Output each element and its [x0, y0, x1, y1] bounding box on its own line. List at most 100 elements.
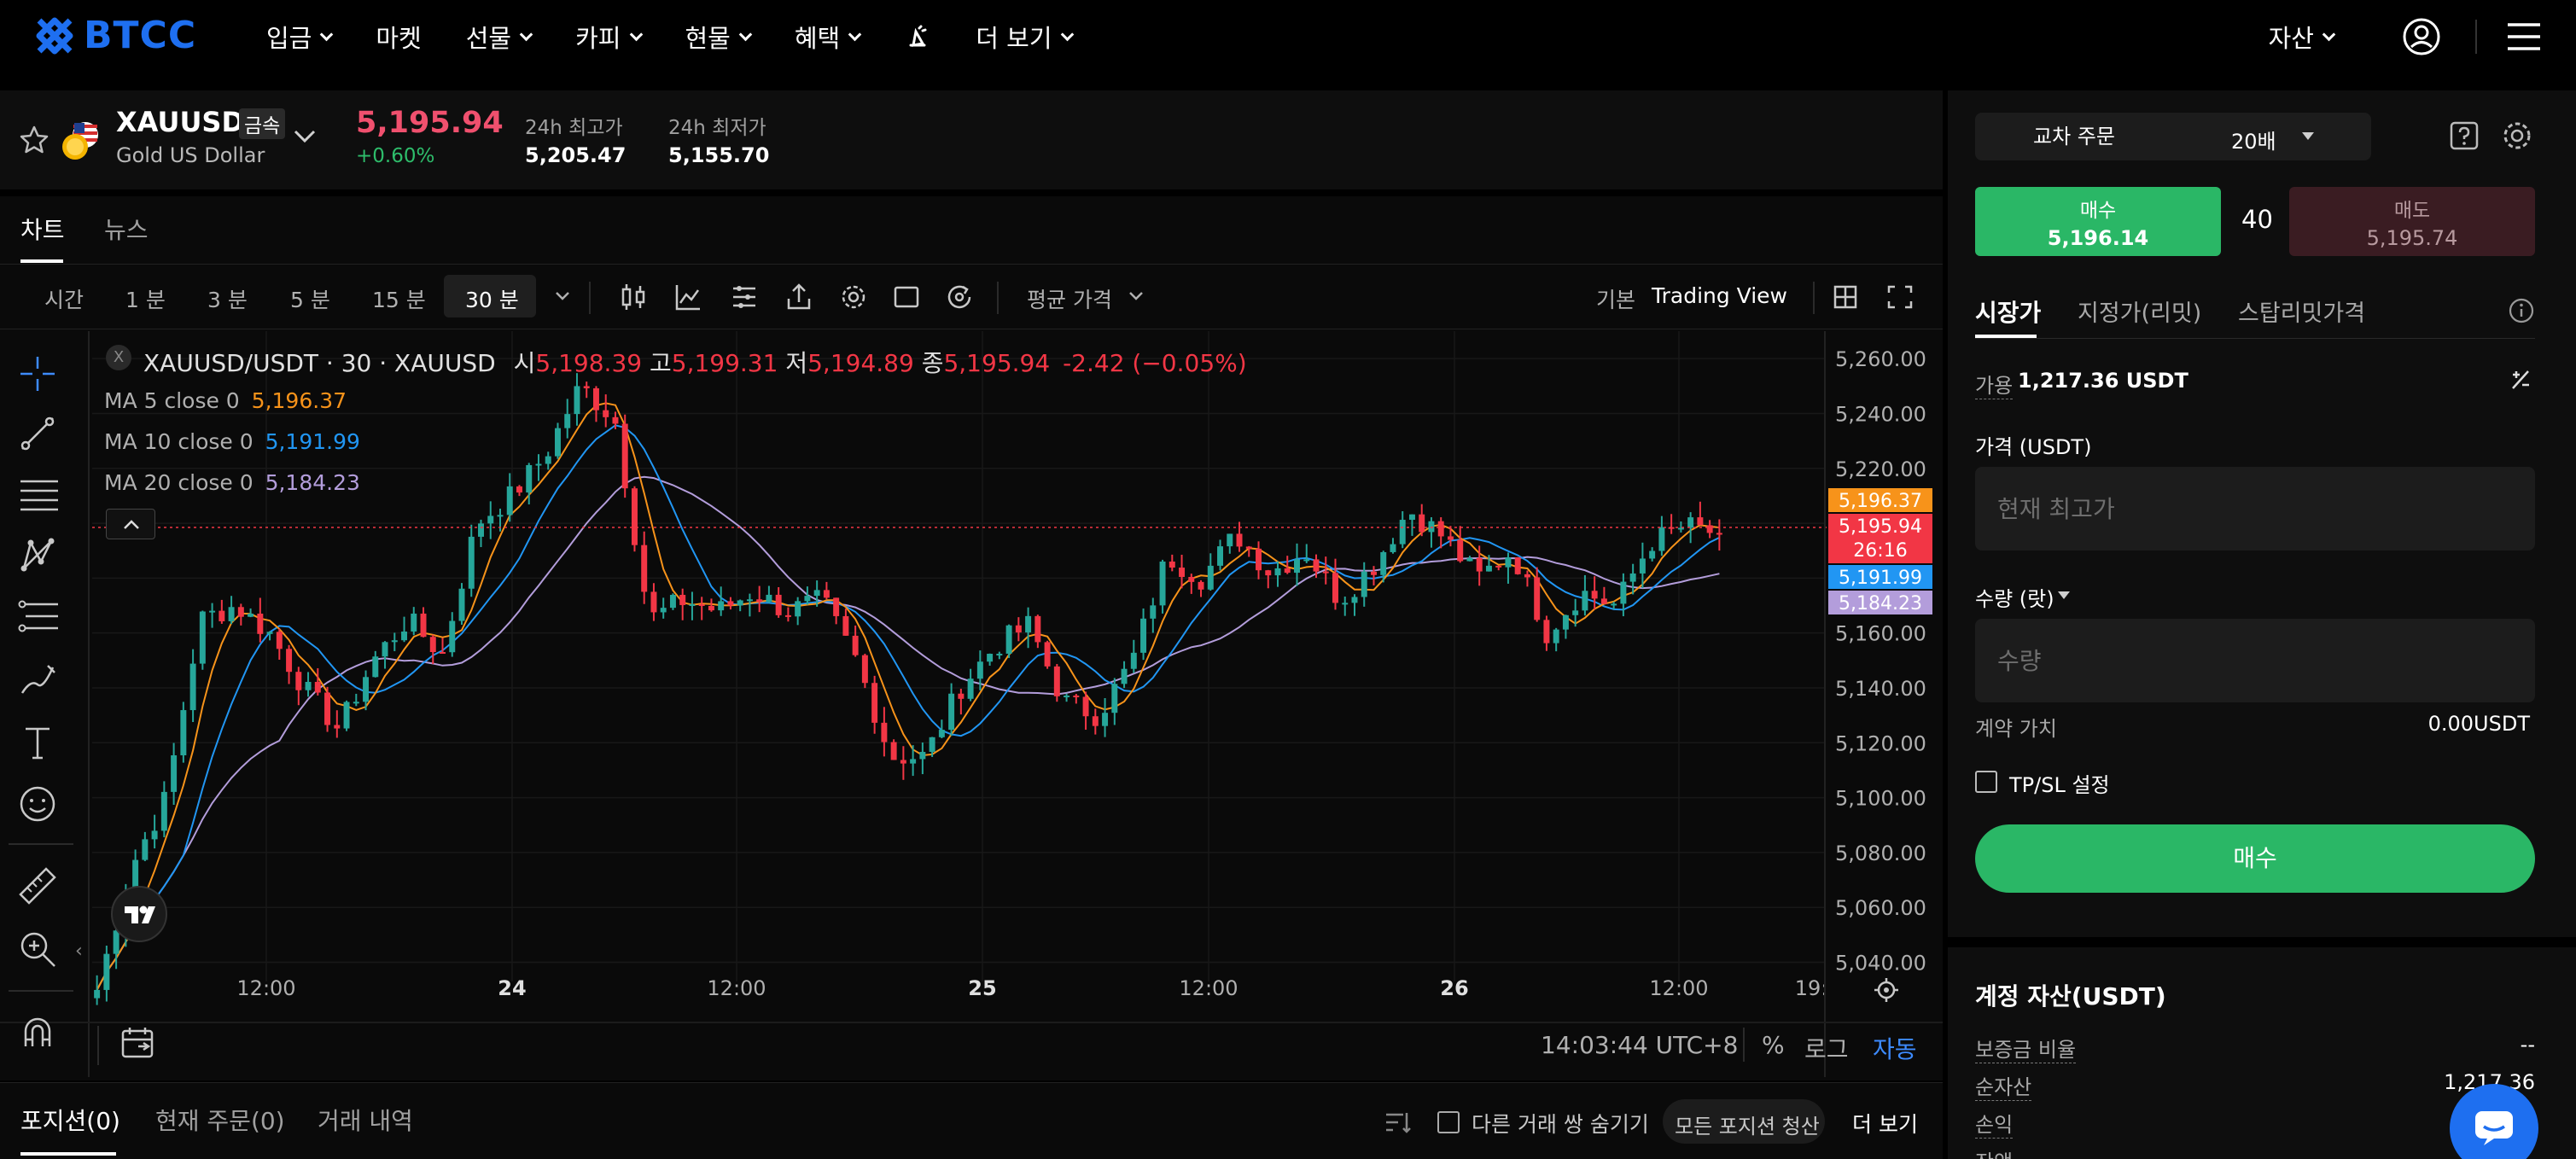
- leverage-button[interactable]: 20배: [2173, 113, 2371, 160]
- tab-news[interactable]: 뉴스: [104, 216, 149, 244]
- hide-other-pairs-checkbox[interactable]: [1437, 1111, 1460, 1133]
- nav-magic[interactable]: [904, 23, 931, 50]
- tab-positions[interactable]: 포지션(0): [20, 1107, 120, 1135]
- sort-filter-icon[interactable]: [1383, 1108, 1412, 1137]
- price-type-select[interactable]: 평균 가격: [1027, 288, 1112, 312]
- collapse-legend-button[interactable]: [106, 509, 155, 539]
- info-circle-icon[interactable]: [2508, 297, 2535, 324]
- price-input[interactable]: [1975, 467, 2535, 550]
- share-export-icon[interactable]: [785, 282, 813, 312]
- templates-list-icon[interactable]: [731, 282, 758, 312]
- order-type-stop-limit[interactable]: 스탑리밋가격: [2238, 300, 2366, 327]
- crosshair-icon[interactable]: [17, 353, 58, 394]
- support-chat-button[interactable]: [2450, 1084, 2538, 1159]
- candle-type-icon[interactable]: [620, 282, 647, 312]
- close-indicator-icon[interactable]: X: [106, 345, 131, 370]
- close-all-positions-button[interactable]: 모든 포지션 청산: [1663, 1099, 1825, 1144]
- text-tool-icon[interactable]: [17, 722, 58, 763]
- tpsl-checkbox[interactable]: [1975, 771, 1997, 793]
- candle-up: [1351, 597, 1358, 603]
- help-question-icon[interactable]: [2448, 119, 2480, 152]
- legend-close-label: 종: [921, 349, 944, 377]
- top-navigation: BTCC 입금 마켓 선물 카피 현물 혜택 더 보기 자산: [0, 0, 2576, 73]
- timeframe-dropdown-chevron-icon[interactable]: [553, 287, 572, 306]
- replay-icon[interactable]: [946, 282, 973, 312]
- order-type-limit[interactable]: 지정가(리밋): [2078, 300, 2202, 327]
- margin-mode-selector: 교차 주문 20배: [1975, 113, 2371, 160]
- pattern-tool-icon[interactable]: [17, 534, 58, 575]
- tab-open-orders[interactable]: 현재 주문(0): [155, 1107, 285, 1135]
- legend-low: 5,194.89: [807, 349, 914, 377]
- timeframe-time[interactable]: 시간: [44, 288, 85, 312]
- quantity-unit-selector[interactable]: 수량 (랏): [1975, 582, 2070, 612]
- price-type-chevron-icon[interactable]: [1127, 287, 1145, 306]
- timeframe-3m[interactable]: 3 분: [207, 288, 248, 312]
- auto-scale-toggle[interactable]: 자동: [1873, 1035, 1917, 1063]
- view-tradingview[interactable]: Trading View: [1652, 283, 1787, 308]
- candle-up: [1102, 713, 1109, 726]
- settings-gear-icon[interactable]: [2501, 119, 2533, 152]
- main-menu: 입금 마켓 선물 카피 현물 혜택 더 보기: [266, 0, 1116, 73]
- tab-chart[interactable]: 차트: [20, 216, 65, 244]
- price-badge: [1828, 488, 1932, 512]
- btcc-logo[interactable]: BTCC: [34, 14, 196, 57]
- transfer-percent-icon[interactable]: [2508, 367, 2533, 393]
- layout-grid-icon[interactable]: [1832, 282, 1859, 312]
- positions-more-link[interactable]: 더 보기: [1852, 1112, 1918, 1137]
- price-chart[interactable]: 5,260.005,240.005,220.005,200.005,180.00…: [0, 331, 1943, 1080]
- y-tick-label: 5,060.00: [1835, 896, 1926, 920]
- timeframe-5m[interactable]: 5 분: [290, 288, 330, 312]
- date-range-calendar-icon[interactable]: [119, 1024, 157, 1062]
- expand-icon[interactable]: [1886, 282, 1914, 312]
- ruler-icon[interactable]: [17, 865, 58, 906]
- nav-rewards[interactable]: 혜택: [795, 19, 862, 55]
- order-type-market[interactable]: 시장가: [1975, 299, 2042, 327]
- favorite-star-icon[interactable]: [19, 125, 50, 155]
- quantity-input[interactable]: [1975, 619, 2535, 702]
- nav-futures[interactable]: 선물: [466, 19, 533, 55]
- timeframe-15m[interactable]: 15 분: [372, 288, 426, 312]
- collapse-toolbar-chevron-icon[interactable]: ‹: [75, 941, 83, 962]
- panel-divider: [1948, 937, 2576, 947]
- settings-gear-icon[interactable]: [840, 282, 867, 312]
- chart-settings-target-icon[interactable]: [1871, 975, 1902, 1005]
- fullscreen-frame-icon[interactable]: [893, 282, 920, 312]
- buy-price-button[interactable]: 매수 5,196.14: [1975, 187, 2221, 256]
- magnet-icon[interactable]: [17, 1012, 58, 1053]
- fib-retracement-icon[interactable]: [17, 597, 61, 638]
- log-scale-toggle[interactable]: 로그: [1804, 1035, 1849, 1063]
- margin-mode-button[interactable]: 교차 주문: [2033, 125, 2115, 149]
- price-badge: [1828, 514, 1932, 563]
- submit-buy-button[interactable]: 매수: [1975, 824, 2535, 893]
- legend-ma20: MA 20 close 0 5,184.23: [104, 470, 360, 495]
- indicators-icon[interactable]: [674, 282, 702, 312]
- candle-up: [1294, 559, 1300, 574]
- emoji-icon[interactable]: [17, 783, 58, 824]
- hamburger-menu-icon[interactable]: [2506, 21, 2542, 52]
- timeframe-30m[interactable]: 30 분: [465, 288, 519, 312]
- y-tick-label: 5,040.00: [1835, 951, 1926, 975]
- assets-menu[interactable]: 자산: [2269, 19, 2336, 55]
- nav-copy[interactable]: 카피: [575, 19, 643, 55]
- sell-price-button[interactable]: 매도 5,195.74: [2289, 187, 2535, 256]
- nav-market[interactable]: 마켓: [376, 19, 421, 55]
- nav-spot[interactable]: 현물: [685, 19, 753, 55]
- horizontal-lines-icon[interactable]: [17, 475, 61, 515]
- tab-trade-history[interactable]: 거래 내역: [318, 1107, 413, 1135]
- brush-icon[interactable]: [17, 659, 58, 700]
- trend-line-icon[interactable]: [17, 413, 58, 454]
- nav-deposit[interactable]: 입금: [266, 19, 334, 55]
- user-account-icon[interactable]: [2402, 17, 2441, 56]
- candle-up: [1687, 517, 1694, 528]
- tpsl-label[interactable]: TP/SL 설정: [2009, 773, 2110, 797]
- zoom-in-icon[interactable]: [17, 929, 58, 970]
- timeframe-1m[interactable]: 1 분: [125, 288, 166, 312]
- percent-scale-toggle[interactable]: %: [1762, 1031, 1785, 1059]
- hide-other-pairs-label[interactable]: 다른 거래 쌍 숨기기: [1472, 1112, 1649, 1137]
- tradingview-logo[interactable]: [111, 886, 167, 942]
- nav-more[interactable]: 더 보기: [976, 19, 1074, 55]
- tradingview-logo-icon: [125, 906, 155, 923]
- ticker-symbol[interactable]: XAUUSD: [116, 106, 245, 138]
- symbol-dropdown-chevron-icon[interactable]: [292, 128, 318, 145]
- view-basic[interactable]: 기본: [1596, 288, 1636, 312]
